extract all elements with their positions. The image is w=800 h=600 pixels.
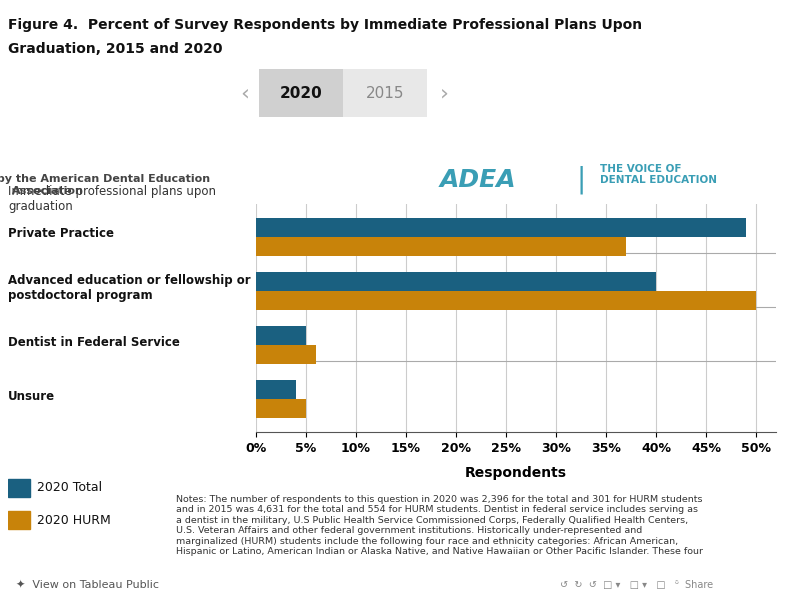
Text: Dentist in Federal Service: Dentist in Federal Service <box>8 336 180 349</box>
Text: ›: › <box>439 83 449 103</box>
X-axis label: Respondents: Respondents <box>465 466 567 480</box>
Bar <box>8 511 30 529</box>
Text: Unsure: Unsure <box>8 390 55 403</box>
Text: ‹: ‹ <box>240 83 250 103</box>
Text: Figure 4.  Percent of Survey Respondents by Immediate Professional Plans Upon: Figure 4. Percent of Survey Respondents … <box>8 18 642 32</box>
Bar <box>256 345 316 364</box>
Text: ADEA: ADEA <box>440 168 517 192</box>
Text: ✦  View on Tableau Public: ✦ View on Tableau Public <box>16 580 159 590</box>
FancyBboxPatch shape <box>259 69 343 118</box>
Text: 2020 HURM: 2020 HURM <box>37 514 110 527</box>
Text: 2020 Total: 2020 Total <box>37 481 102 494</box>
Text: |: | <box>576 165 586 193</box>
Bar <box>256 291 756 310</box>
Text: 2015: 2015 <box>366 85 405 100</box>
Text: ↺  ↻  ↺  □ ▾   □ ▾   □   ᵟ  Share: ↺ ↻ ↺ □ ▾ □ ▾ □ ᵟ Share <box>560 580 713 590</box>
Bar <box>256 218 746 236</box>
Text: Immediate professional plans upon
graduation: Immediate professional plans upon gradua… <box>8 185 216 213</box>
Text: THE VOICE OF
DENTAL EDUCATION: THE VOICE OF DENTAL EDUCATION <box>600 164 717 185</box>
Text: Notes: The number of respondents to this question in 2020 was 2,396 for the tota: Notes: The number of respondents to this… <box>176 495 703 556</box>
Text: 2020: 2020 <box>280 85 322 100</box>
Text: Advanced education or fellowship or
postdoctoral program: Advanced education or fellowship or post… <box>8 274 250 302</box>
Bar <box>256 400 306 418</box>
FancyBboxPatch shape <box>343 69 427 118</box>
Bar <box>256 236 626 256</box>
Bar <box>256 272 656 291</box>
Text: Private Practice: Private Practice <box>8 227 114 241</box>
Text: Graduation, 2015 and 2020: Graduation, 2015 and 2020 <box>8 42 222 56</box>
Bar <box>256 380 296 400</box>
Bar <box>256 326 306 345</box>
Bar <box>8 479 30 497</box>
Text: Copyright ©2021 by the American Dental Education
Association: Copyright ©2021 by the American Dental E… <box>0 174 210 196</box>
